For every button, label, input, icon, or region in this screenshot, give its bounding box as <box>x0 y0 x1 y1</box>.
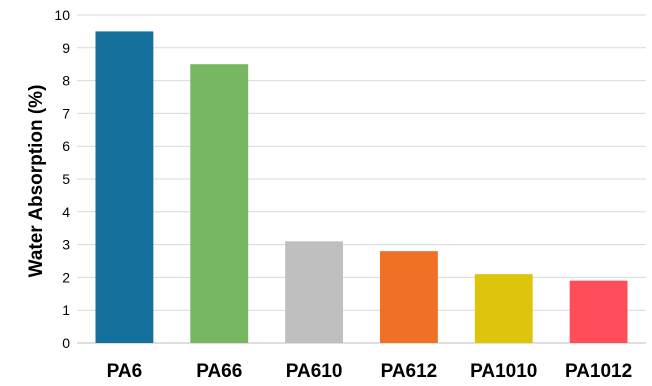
y-tick-label: 10 <box>54 7 70 23</box>
x-tick-label-pa6: PA6 <box>107 361 143 382</box>
bar-pa1012 <box>569 280 628 343</box>
x-tick-label-pa610: PA610 <box>286 361 343 382</box>
x-axis-ticks: PA6 PA66 PA610 PA612 PA1010 PA1012 <box>107 361 633 382</box>
y-tick-label: 2 <box>62 269 70 285</box>
bar-pa6 <box>95 31 154 344</box>
bar-pa612 <box>379 251 438 343</box>
y-tick-label: 3 <box>62 237 70 253</box>
x-tick-label-pa1010: PA1010 <box>470 361 537 382</box>
y-axis-ticks: 0 1 2 3 4 5 6 7 8 9 10 <box>54 7 70 351</box>
gridlines <box>77 14 646 344</box>
x-tick-label-pa66: PA66 <box>196 361 242 382</box>
y-tick-label: 9 <box>62 40 70 56</box>
y-tick-label: 6 <box>62 138 70 154</box>
bar-pa66 <box>190 64 249 343</box>
bar-pa1010 <box>474 274 533 343</box>
y-axis-label: Water Absorption (%) <box>26 85 47 278</box>
y-tick-label: 4 <box>62 204 70 220</box>
x-tick-label-pa612: PA612 <box>381 361 438 382</box>
bar-pa610 <box>285 241 344 343</box>
bars <box>95 31 628 344</box>
y-tick-label: 7 <box>62 105 70 121</box>
y-tick-label: 1 <box>62 302 70 318</box>
y-tick-label: 0 <box>62 335 70 351</box>
x-tick-label-pa1012: PA1012 <box>565 361 632 382</box>
y-tick-label: 8 <box>62 73 70 89</box>
y-tick-label: 5 <box>62 171 70 187</box>
